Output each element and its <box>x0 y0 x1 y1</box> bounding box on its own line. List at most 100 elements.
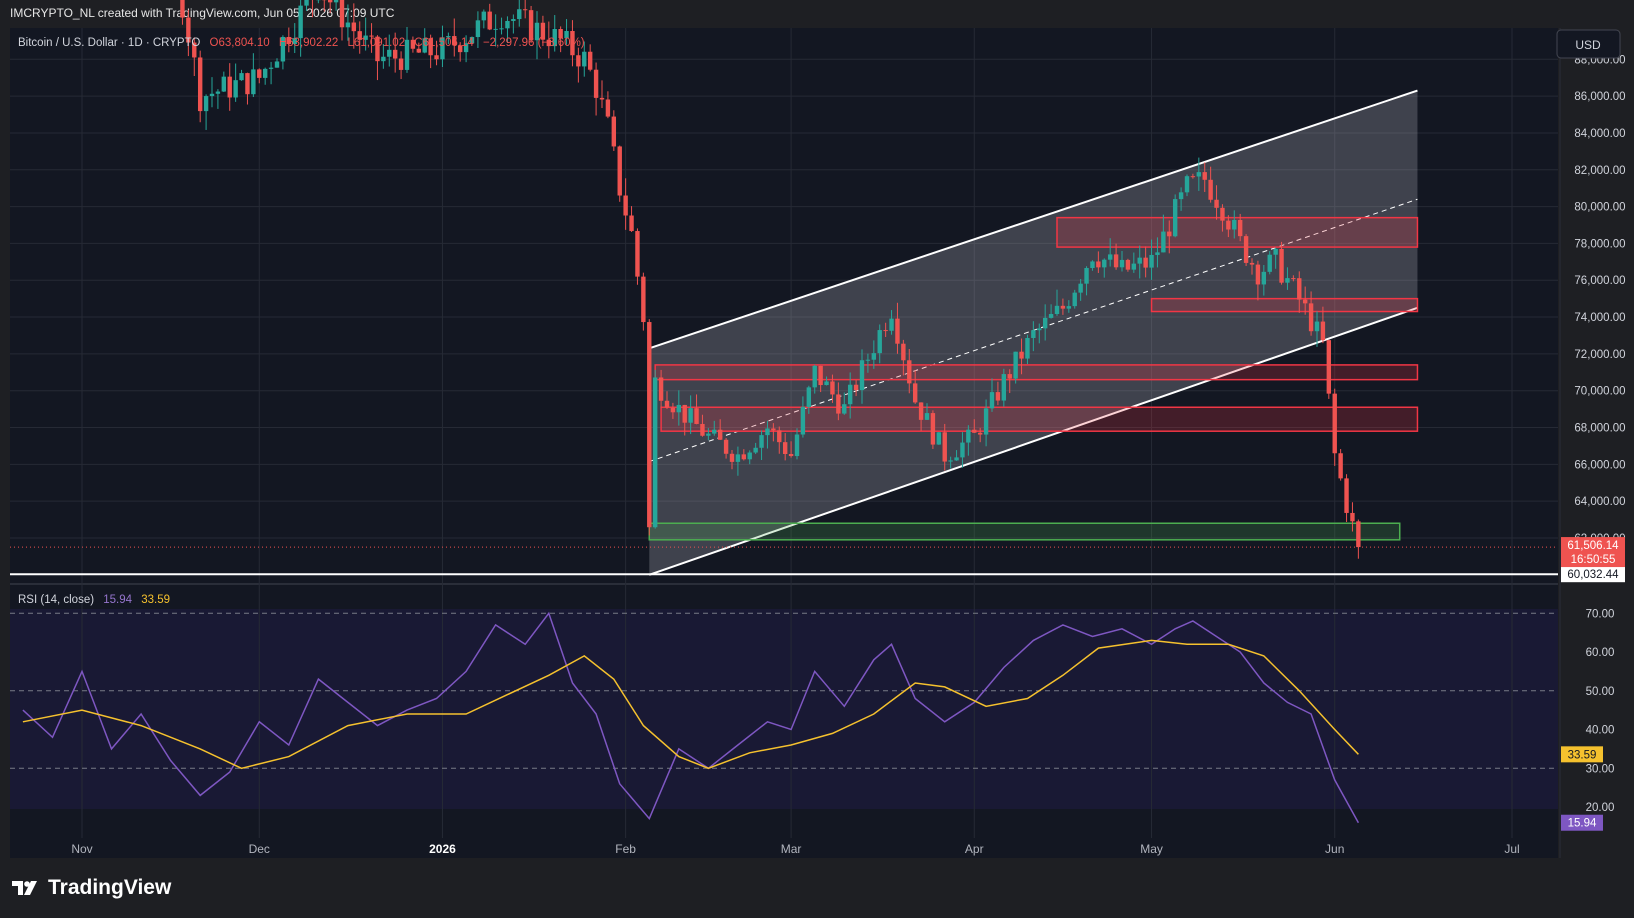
rsi-ma-badge-label: 33.59 <box>1568 749 1597 761</box>
rsi-title: RSI (14, close) <box>18 594 94 606</box>
candle-body <box>298 5 303 39</box>
candle-body <box>658 377 664 401</box>
candle-body <box>1143 257 1148 268</box>
candle-body <box>392 49 398 59</box>
price-tick-label: 68,000.00 <box>1574 423 1625 435</box>
price-tick-label: 64,000.00 <box>1574 496 1625 508</box>
candle-body <box>215 91 221 94</box>
candle-body <box>404 39 410 70</box>
candle-body <box>357 31 362 40</box>
x-tick-label: Dec <box>249 842 270 856</box>
candle-body <box>960 442 965 458</box>
candle-body <box>257 69 262 78</box>
rsi-legend: RSI (14, close) 15.94 33.59 <box>18 594 170 606</box>
candle-body <box>1308 303 1314 332</box>
candle-body <box>777 430 782 443</box>
candle-body <box>387 49 392 57</box>
candle-body <box>469 37 475 44</box>
candle-body <box>824 381 829 386</box>
candle-body <box>493 28 498 30</box>
candle-body <box>280 36 286 62</box>
candle-body <box>192 42 197 58</box>
candle-body <box>1125 259 1131 270</box>
support-price-badge <box>1561 566 1625 583</box>
candle-body <box>375 36 380 62</box>
candle-body <box>1220 207 1225 221</box>
candle-body <box>1001 374 1007 401</box>
candle-body <box>227 76 232 98</box>
candle-body <box>1302 299 1308 304</box>
candle-body <box>1155 252 1160 255</box>
tradingview-logo[interactable]: TradingView <box>12 876 171 900</box>
candle-body <box>1072 292 1077 307</box>
candle-body <box>327 0 333 3</box>
candle-body <box>1167 231 1172 237</box>
candle-body <box>1149 254 1154 268</box>
resistance-zone <box>660 406 1419 432</box>
candle-body <box>782 442 788 455</box>
rsi-tick-label: 30.00 <box>1586 763 1615 775</box>
price-tick-label: 72,000.00 <box>1574 349 1625 361</box>
candle-body <box>942 432 947 462</box>
candle-body <box>1196 172 1202 177</box>
candle-body <box>871 353 877 360</box>
candle-body <box>735 454 741 462</box>
symbol-name: Bitcoin / U.S. Dollar · 1D · CRYPTO <box>18 37 200 49</box>
candle-body <box>262 68 268 78</box>
ohlc-close: C61,506.14 <box>414 37 474 49</box>
candle-body <box>475 20 481 38</box>
rsi-badge <box>1561 814 1603 831</box>
candle-body <box>1042 317 1048 329</box>
currency-button[interactable]: USD <box>1556 29 1621 59</box>
candle-body <box>723 439 729 454</box>
candle-body <box>398 58 404 70</box>
candle-body <box>836 394 841 414</box>
candle-body <box>682 404 687 423</box>
ohlc-high: H63,902.22 <box>279 37 338 49</box>
candle-body <box>1184 176 1190 193</box>
candle-body <box>274 61 280 68</box>
candle-body <box>434 55 439 60</box>
candle-body <box>410 39 416 49</box>
rsi-tick-label: 20.00 <box>1586 802 1615 814</box>
candle-body <box>351 22 357 32</box>
candle-body <box>883 330 888 332</box>
candle-body <box>422 38 427 53</box>
candle-body <box>1249 262 1255 265</box>
candle-body <box>1054 305 1060 315</box>
candle-body <box>700 423 705 436</box>
candle-body <box>180 0 185 18</box>
rsi-line <box>22 611 1360 824</box>
candle-body <box>1113 254 1119 268</box>
candle-body <box>268 67 274 69</box>
candle-body <box>186 17 191 43</box>
rsi-ma-line <box>22 639 1359 770</box>
candle-body <box>1237 219 1243 237</box>
candle-body <box>842 404 847 414</box>
price-tick-label: 82,000.00 <box>1574 165 1625 177</box>
x-tick-label: Feb <box>615 842 636 856</box>
candle-body <box>499 28 504 30</box>
candle-body <box>1326 340 1332 394</box>
price-tick-label: 80,000.00 <box>1574 202 1625 214</box>
tradingview-logo-icon <box>12 881 37 895</box>
candle-body <box>1013 351 1018 379</box>
candle-body <box>487 11 492 30</box>
candle-body <box>197 57 203 112</box>
candle-body <box>901 343 906 361</box>
candle-body <box>505 20 510 29</box>
candle-body <box>1107 254 1113 260</box>
candle-body <box>1178 192 1184 200</box>
candle-body <box>576 55 581 67</box>
candle-body <box>369 35 374 37</box>
candle-body <box>1356 521 1361 548</box>
candle-body <box>440 37 445 60</box>
candle-body <box>292 38 297 45</box>
candle-body <box>1232 219 1237 230</box>
price-tick-label: 84,000.00 <box>1574 128 1625 140</box>
candle-body <box>1066 306 1072 309</box>
currency-label[interactable]: USD <box>1575 38 1601 52</box>
candle-body <box>706 433 711 436</box>
candle-body <box>552 28 557 47</box>
